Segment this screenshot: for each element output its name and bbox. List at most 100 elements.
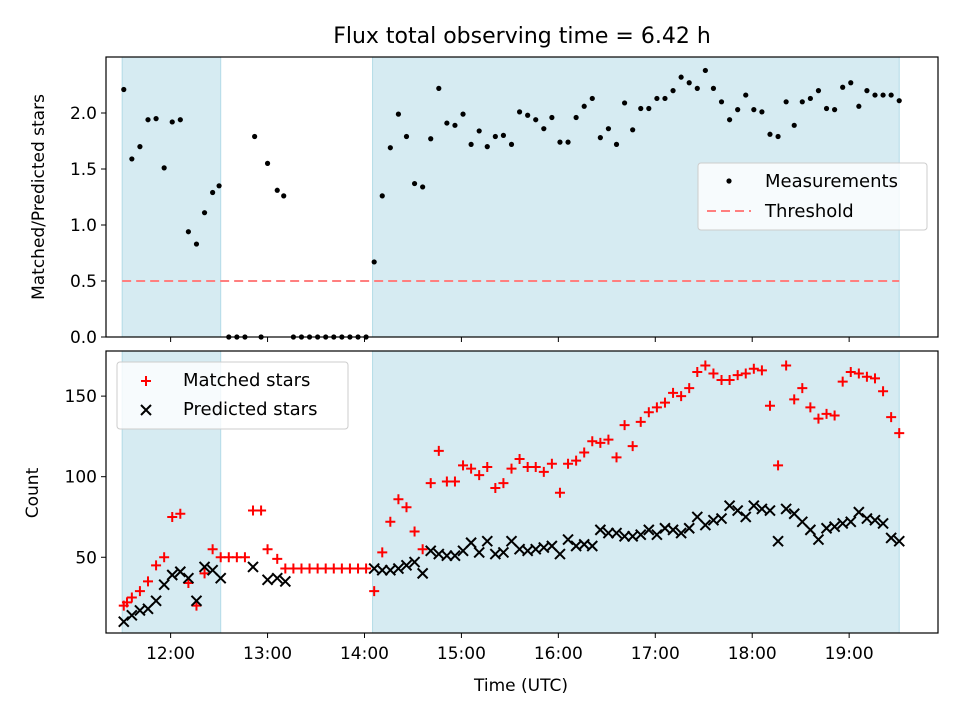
matched-star-point [595, 437, 606, 448]
matched-star-point [813, 413, 824, 424]
matched-star-point [708, 368, 719, 379]
measurement-point [476, 128, 482, 134]
matched-star-point [894, 428, 905, 439]
measurement-point [387, 145, 393, 151]
matched-star-point [256, 505, 267, 516]
matched-star-point [191, 600, 202, 611]
predicted-star-point [158, 578, 170, 591]
predicted-star-point [400, 559, 413, 572]
measurement-point [533, 117, 539, 123]
matched-star-point [845, 366, 856, 377]
measurement-point [428, 136, 434, 142]
measurement-point [654, 95, 660, 102]
matched-star-point [134, 586, 145, 597]
predicted-star-point [271, 572, 283, 584]
matched-star-point [466, 463, 477, 474]
measurement-point [129, 156, 135, 162]
predicted-star-point [425, 545, 437, 557]
matched-star-point [126, 592, 137, 603]
measurement-point [767, 131, 773, 137]
matched-star-point [805, 402, 816, 413]
counts-axes-frame [105, 350, 939, 634]
measurement-point [274, 187, 280, 193]
measurement-point [161, 165, 167, 171]
matched-star-point [748, 363, 759, 374]
measurement-point [541, 126, 547, 132]
predicted-star-point [853, 506, 865, 518]
measurement-points [121, 67, 902, 340]
x-tick-label: 18:00 [728, 644, 777, 664]
measurement-point [735, 107, 741, 113]
predicted-star-point [610, 527, 623, 539]
predicted-star-point [449, 549, 461, 562]
matched-star-point [409, 526, 420, 537]
predicted-star-point [731, 504, 744, 517]
predicted-star-point [279, 575, 292, 588]
matched-star-point [151, 560, 162, 571]
y-tick-label: 2.0 [70, 104, 97, 124]
legend-matched-label: Matched stars [183, 370, 310, 391]
measurement-point [444, 120, 450, 126]
matched-star-point [474, 470, 485, 481]
measurement-point [264, 160, 271, 166]
matched-star-point [732, 370, 743, 381]
measurement-point [525, 112, 531, 118]
measurement-point [252, 133, 258, 140]
matched-star-point [490, 482, 501, 493]
predicted-star-point [828, 520, 841, 533]
predicted-star-point [497, 546, 510, 559]
measurement-point [549, 114, 555, 121]
x-axis-label: Time (UTC) [473, 676, 568, 696]
measurement-point [371, 259, 377, 265]
predicted-star-point [473, 546, 485, 559]
matched-star-point [433, 445, 444, 456]
legend-matched-symbol [141, 376, 151, 386]
measurement-point [468, 141, 474, 147]
matched-star-point [853, 368, 864, 379]
predicted-star-point [764, 504, 776, 517]
measurement-point [216, 183, 222, 189]
shaded-interval [372, 350, 900, 634]
predicted-star-point [723, 499, 736, 512]
predicted-star-point [214, 572, 227, 584]
predicted-star-point [586, 540, 598, 552]
predicted-star-point [198, 561, 211, 573]
predicted-stars-points [118, 499, 905, 628]
predicted-star-point [392, 562, 405, 575]
measurement-point [872, 92, 878, 98]
measurement-point [743, 92, 749, 98]
matched-star-point [530, 462, 541, 473]
matched-star-point [538, 466, 549, 477]
measurement-point [710, 85, 717, 91]
predicted-star-point [166, 569, 178, 581]
measurement-point [888, 92, 894, 98]
measurement-point [557, 139, 563, 145]
counts-x-ticks: 12:00 13:00 14:00 15:00 16:00 17:00 18:00 19:00 [146, 633, 874, 664]
matched-star-point [159, 552, 170, 563]
predicted-star-point [869, 514, 881, 526]
predicted-star-point [481, 535, 493, 547]
matched-star-point [587, 436, 598, 447]
predicted-star-point [635, 528, 647, 541]
matched-star-point [603, 434, 614, 445]
legend-measurements-marker [726, 178, 732, 184]
legend-measurements-label: Measurements [765, 171, 898, 192]
x-tick-label: 12:00 [146, 644, 195, 664]
measurement-point [597, 135, 603, 141]
matched-star-point [627, 441, 638, 452]
measurement-point [783, 99, 789, 105]
predicted-star-point [182, 572, 195, 584]
matched-star-point [458, 460, 469, 471]
matched-star-point [272, 553, 283, 564]
ratio-panel: 0.00.51.01.52.0 Matched/Predicted stars … [29, 56, 939, 348]
matched-star-point [514, 453, 525, 464]
measurement-point [638, 105, 644, 112]
ratio-y-axis-label: Matched/Predicted stars [29, 94, 49, 300]
matched-star-point [498, 478, 509, 489]
predicted-star-point [554, 548, 566, 560]
x-tick-label: 13:00 [243, 644, 292, 664]
matched-star-point [449, 476, 460, 487]
predicted-star-point [126, 609, 138, 621]
matched-star-point [773, 460, 784, 471]
ratio-y-ticks: 0.0 0.5 1.0 1.5 2.0 [70, 104, 106, 348]
